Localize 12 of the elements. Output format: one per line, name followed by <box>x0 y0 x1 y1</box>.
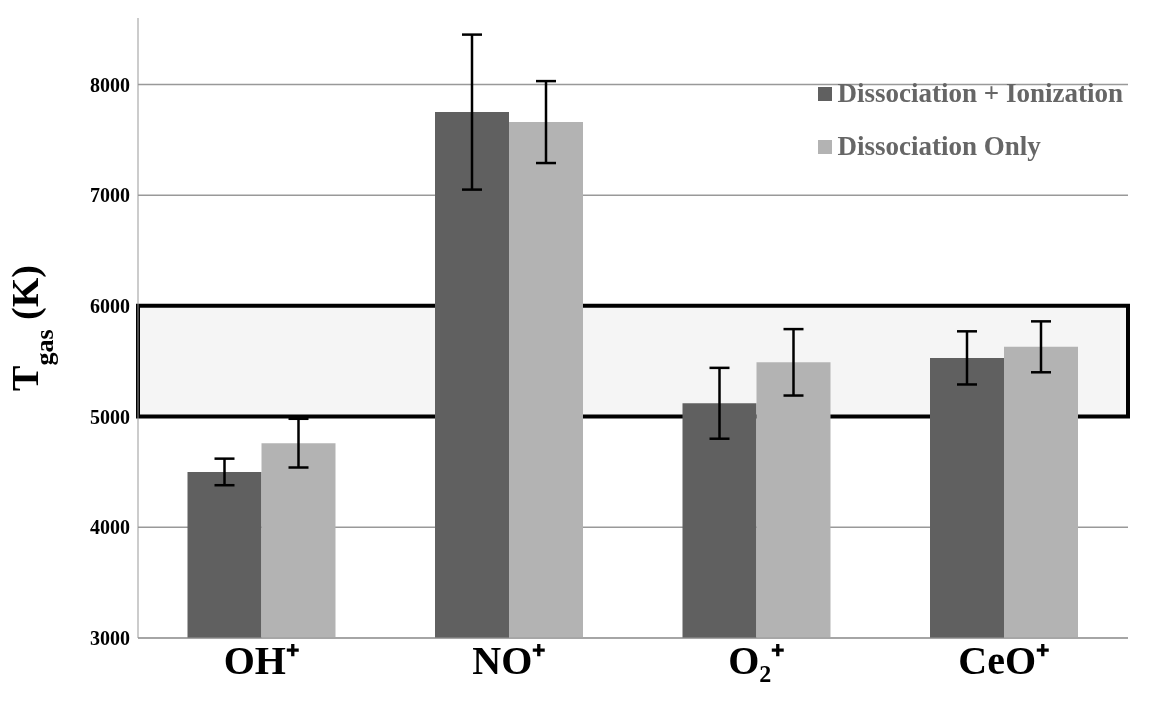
y-tick-label: 8000 <box>90 73 130 96</box>
legend-label: Dissociation + Ionization <box>837 78 1123 109</box>
legend-label: Dissociation Only <box>837 131 1041 162</box>
y-tick-label: 3000 <box>90 627 130 650</box>
x-tick-label: NO⁺ <box>472 638 547 684</box>
x-tick-label: O₂⁺ <box>728 638 786 684</box>
y-tick-label: 6000 <box>90 294 130 317</box>
y-tick-label: 5000 <box>90 405 130 428</box>
y-tick-label: 4000 <box>90 516 130 539</box>
x-tick-label: OH⁺ <box>223 638 300 684</box>
x-tick-label: CeO⁺ <box>958 638 1051 684</box>
y-tick-label: 7000 <box>90 184 130 207</box>
